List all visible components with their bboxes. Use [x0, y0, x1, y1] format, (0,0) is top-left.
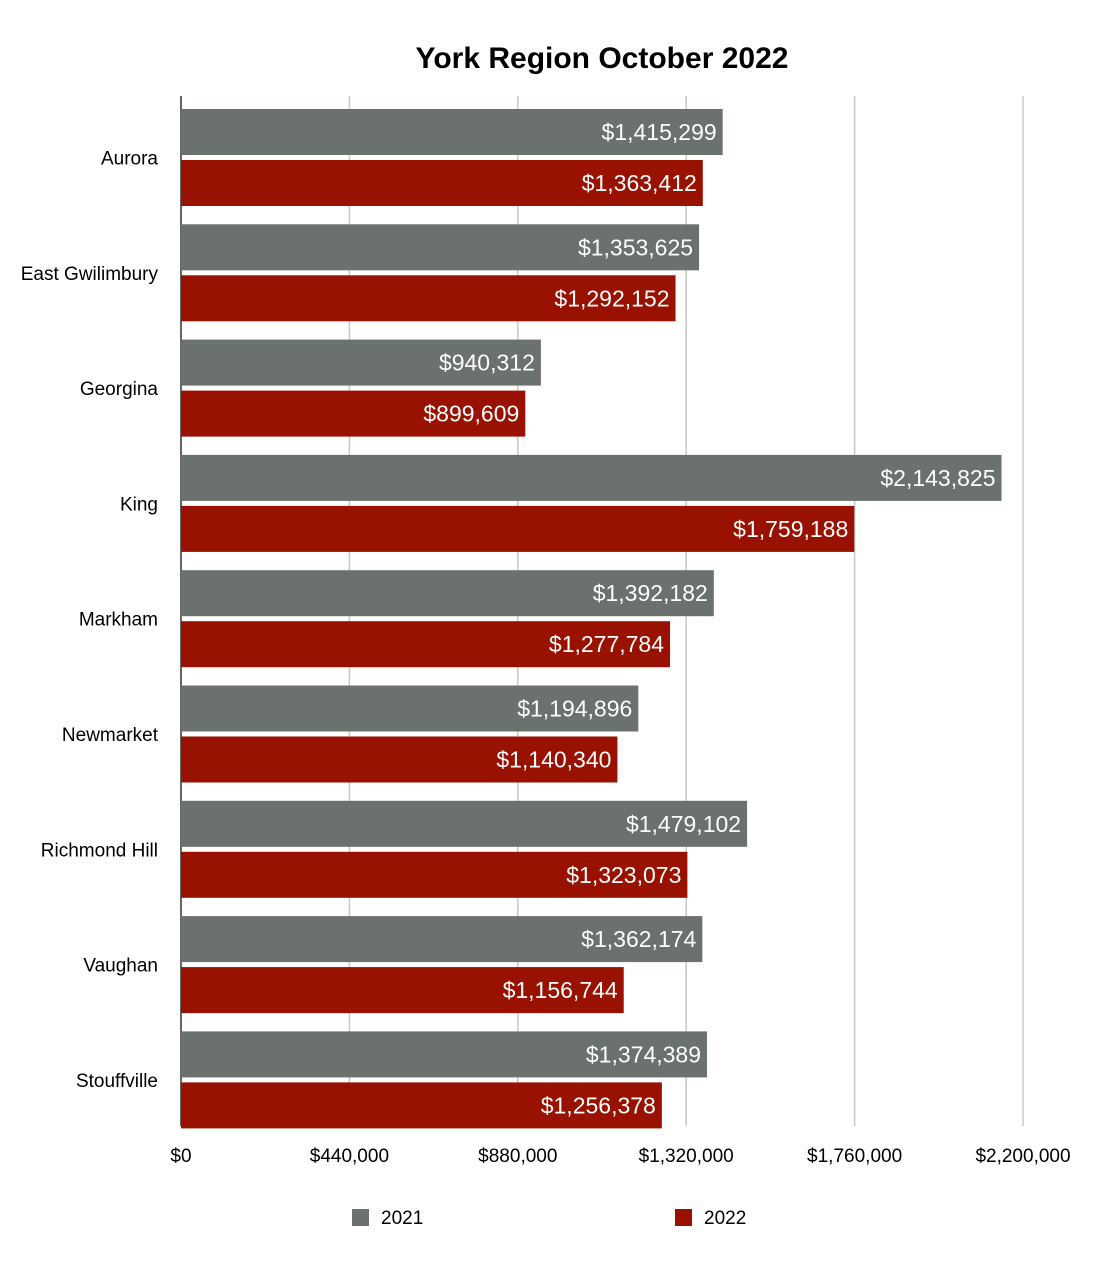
bar-value-label: $1,759,188 — [733, 516, 848, 542]
category-label: East Gwilimbury — [21, 264, 159, 285]
bar-2022 — [181, 275, 676, 322]
x-axis-tick-labels: $0 $440,000 $880,000 $1,320,000 $1,760,000 $2… — [170, 1146, 1070, 1167]
bar-2021 — [181, 570, 714, 617]
bar-2021 — [181, 339, 541, 386]
bar-value-label: $1,323,073 — [566, 862, 681, 888]
legend: 2021 2022 — [352, 1208, 746, 1229]
bar-2021 — [181, 685, 639, 732]
bar-2022 — [181, 1082, 662, 1129]
chart-title: York Region October 2022 — [416, 42, 789, 75]
legend-swatch-2021 — [352, 1209, 369, 1226]
bar-value-label: $1,374,389 — [586, 1041, 701, 1067]
bar-2021 — [181, 916, 703, 963]
bar-2022 — [181, 390, 526, 437]
bar-value-label: $1,415,299 — [602, 119, 717, 145]
bar-2021 — [181, 800, 748, 847]
x-tick-label: $1,760,000 — [807, 1146, 902, 1167]
bar-value-label: $1,292,152 — [554, 285, 669, 311]
category-label: King — [120, 494, 158, 515]
x-tick-label: $0 — [170, 1146, 191, 1167]
bar-2022 — [181, 851, 688, 898]
bar-value-label: $2,143,825 — [880, 465, 995, 491]
bars: $1,415,299 $1,363,412 $1,353,625 $1,292,152… — [181, 109, 1002, 1129]
bar-2021 — [181, 109, 723, 155]
category-label: Stouffville — [76, 1071, 158, 1092]
bar-value-label: $1,363,412 — [582, 170, 697, 196]
x-tick-label: $2,200,000 — [975, 1146, 1070, 1167]
bar-2022 — [181, 160, 703, 206]
bar-2022 — [181, 736, 618, 783]
bar-2021 — [181, 1031, 708, 1078]
bar-value-label: $1,353,625 — [578, 234, 693, 260]
bar-2022 — [181, 621, 671, 668]
legend-swatch-2022 — [675, 1209, 692, 1226]
bar-value-label: $1,362,174 — [581, 926, 696, 952]
bar-value-label: $1,277,784 — [549, 631, 664, 657]
category-label: Vaughan — [83, 956, 158, 977]
category-label: Georgina — [80, 379, 159, 400]
category-label: Richmond Hill — [41, 840, 158, 861]
bar-2022 — [181, 967, 624, 1014]
bar-2021 — [181, 224, 700, 271]
bar-value-label: $1,156,744 — [503, 977, 618, 1003]
bar-2022 — [181, 505, 855, 552]
bar-value-label: $1,392,182 — [593, 580, 708, 606]
category-labels: Aurora East Gwilimbury Georgina King Markham… — [21, 149, 159, 1092]
category-label: Newmarket — [62, 725, 159, 746]
bar-2021 — [181, 454, 1002, 501]
legend-label: 2021 — [381, 1208, 423, 1229]
bar-value-label: $1,140,340 — [496, 747, 611, 773]
bar-value-label: $1,256,378 — [541, 1092, 656, 1118]
x-tick-label: $440,000 — [310, 1146, 389, 1167]
bar-value-label: $1,479,102 — [626, 811, 741, 837]
category-label: Aurora — [101, 149, 158, 170]
legend-label: 2022 — [704, 1208, 746, 1229]
x-tick-label: $880,000 — [478, 1146, 557, 1167]
bar-value-label: $899,609 — [423, 401, 519, 427]
category-label: Markham — [79, 610, 158, 631]
x-tick-label: $1,320,000 — [639, 1146, 734, 1167]
bar-value-label: $1,194,896 — [517, 696, 632, 722]
bar-value-label: $940,312 — [439, 350, 535, 376]
